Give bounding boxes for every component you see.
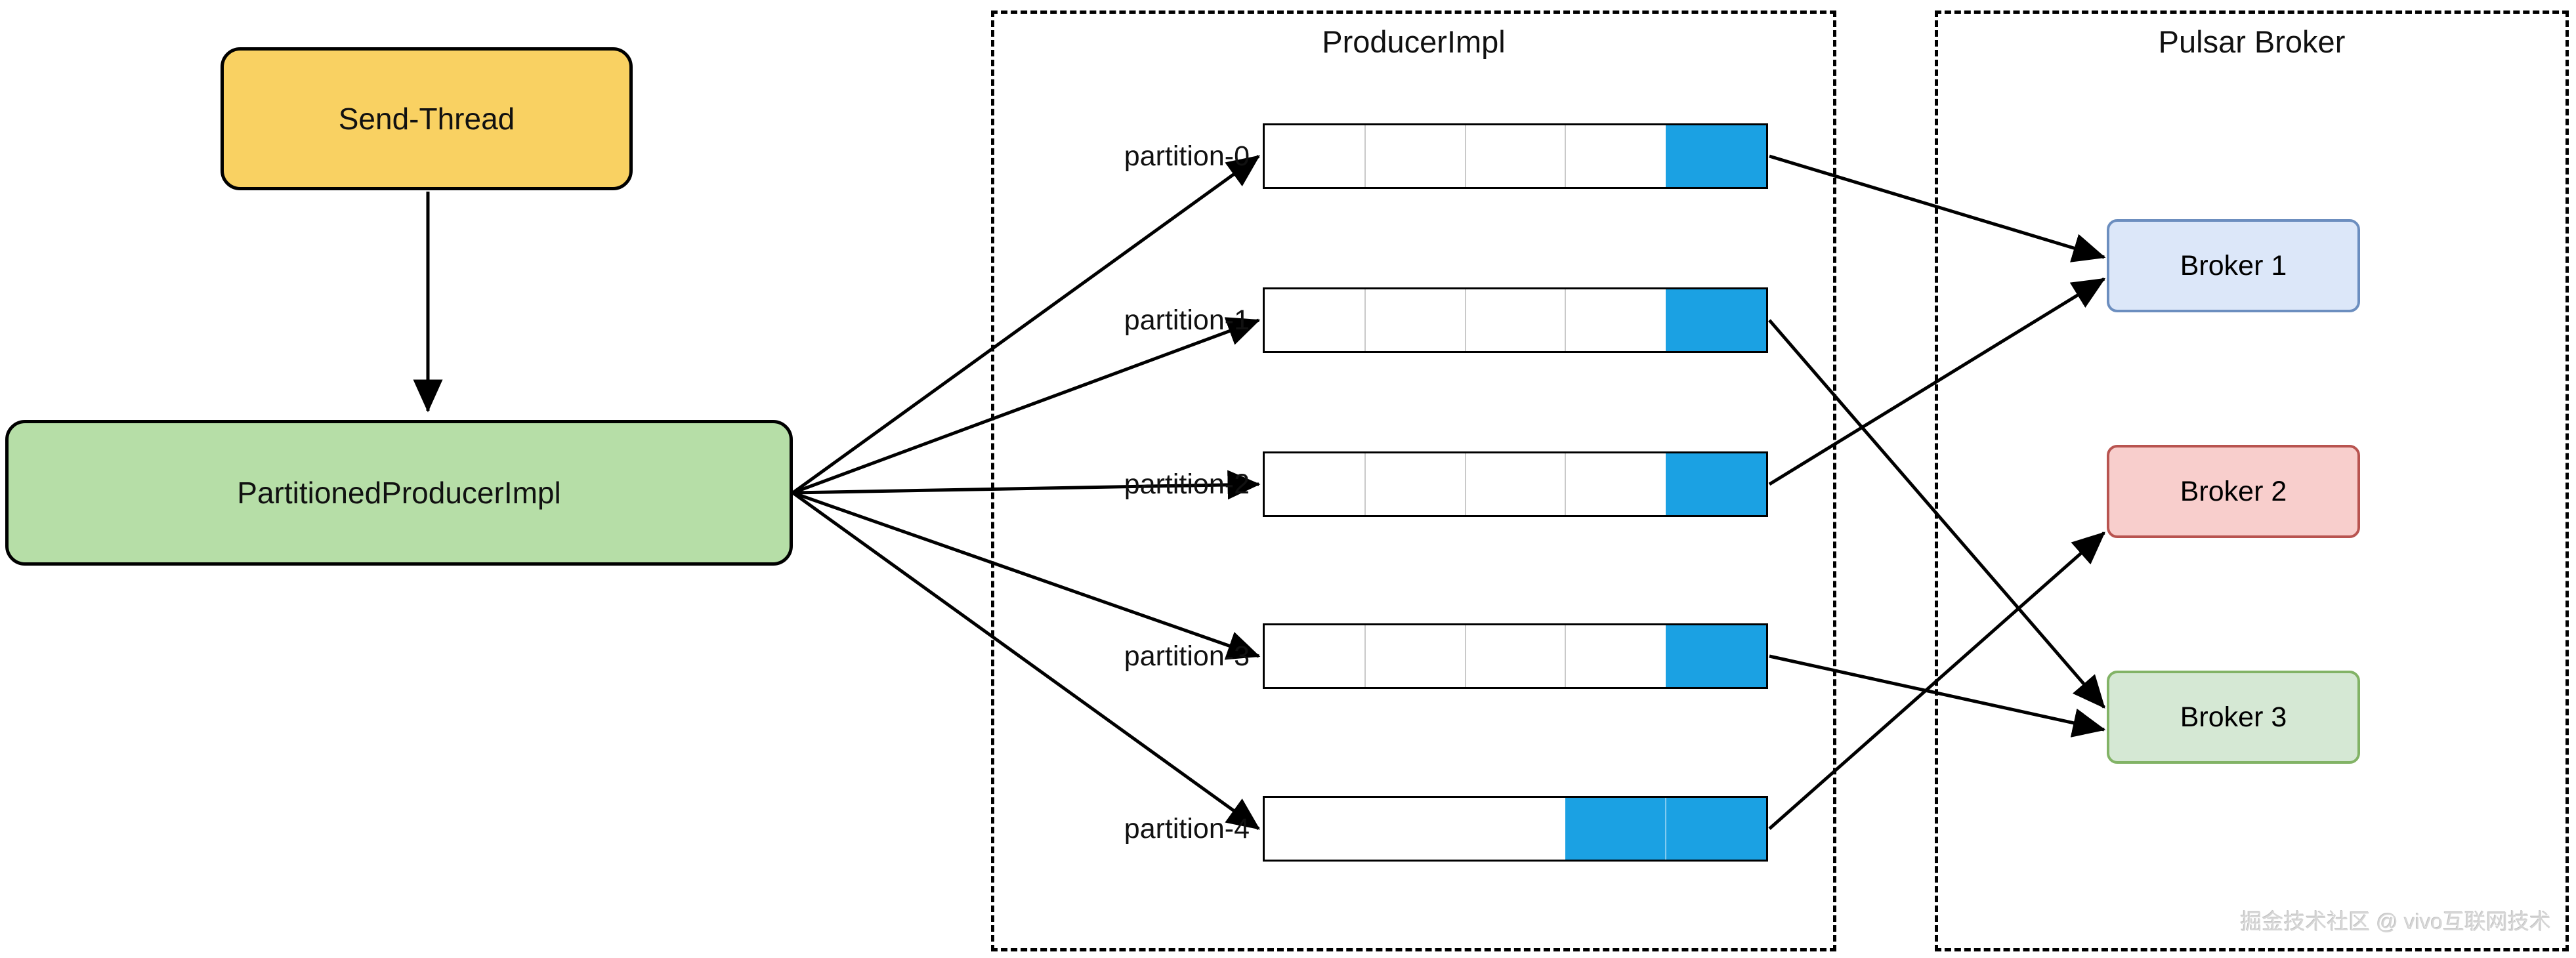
producer-impl-title: ProducerImpl bbox=[1322, 24, 1506, 59]
broker-box: Broker 3 bbox=[2107, 671, 2360, 764]
send-thread-label: Send-Thread bbox=[338, 102, 515, 136]
partition-label: partition-4 bbox=[1124, 813, 1250, 844]
connector-arrow bbox=[1769, 654, 2106, 738]
cell-divider bbox=[1464, 289, 1466, 351]
partition-label: partition-0 bbox=[1124, 140, 1250, 172]
broker-label: Broker 1 bbox=[2180, 249, 2287, 281]
connector-arrow bbox=[792, 470, 1261, 500]
queue-bar bbox=[1263, 796, 1768, 862]
pulsar-broker-group bbox=[1935, 10, 2569, 951]
queue-filled-cells bbox=[1565, 798, 1766, 860]
queue-bar bbox=[1263, 451, 1768, 517]
cell-divider bbox=[1464, 453, 1466, 515]
connector-arrow bbox=[1768, 277, 2106, 486]
cell-divider bbox=[1364, 625, 1366, 687]
producer-impl-group bbox=[991, 10, 1836, 951]
partition-label: partition-1 bbox=[1124, 304, 1250, 336]
connector-arrow bbox=[1768, 531, 2105, 830]
partition-label: partition-3 bbox=[1124, 640, 1250, 672]
connector-arrow bbox=[792, 491, 1261, 831]
queue-bar bbox=[1263, 623, 1768, 689]
pulsar-broker-title: Pulsar Broker bbox=[2158, 24, 2346, 59]
cell-divider bbox=[1364, 453, 1366, 515]
cell-divider bbox=[1364, 125, 1366, 187]
partitioned-producer-box: PartitionedProducerImpl bbox=[5, 420, 793, 566]
broker-box: Broker 2 bbox=[2107, 445, 2360, 538]
cell-divider bbox=[1364, 289, 1366, 351]
queue-filled-cells bbox=[1666, 289, 1766, 351]
broker-label: Broker 2 bbox=[2180, 475, 2287, 507]
queue-bar bbox=[1263, 123, 1768, 189]
cell-divider bbox=[1565, 453, 1567, 515]
connector-arrow bbox=[792, 491, 1261, 660]
send-thread-box: Send-Thread bbox=[221, 47, 633, 190]
cell-divider bbox=[1464, 125, 1466, 187]
broker-box: Broker 1 bbox=[2107, 219, 2360, 312]
queue-bar bbox=[1263, 287, 1768, 353]
cell-divider bbox=[1565, 289, 1567, 351]
connector-arrow bbox=[1768, 319, 2105, 709]
filled-cell-divider bbox=[1665, 798, 1667, 860]
queue-filled-cells bbox=[1666, 453, 1766, 515]
partitioned-producer-label: PartitionedProducerImpl bbox=[237, 476, 561, 510]
cell-divider bbox=[1565, 625, 1567, 687]
queue-filled-cells bbox=[1666, 125, 1766, 187]
connector-arrow bbox=[792, 317, 1261, 495]
watermark-text: 掘金技术社区 @ vivo互联网技术 bbox=[2240, 909, 2551, 934]
queue-filled-cells bbox=[1666, 625, 1766, 687]
connector-arrow bbox=[1769, 154, 2106, 262]
broker-label: Broker 3 bbox=[2180, 701, 2287, 733]
cell-divider bbox=[1464, 625, 1466, 687]
cell-divider bbox=[1565, 125, 1567, 187]
connector-arrow bbox=[792, 154, 1261, 495]
partition-label: partition-2 bbox=[1124, 469, 1250, 500]
